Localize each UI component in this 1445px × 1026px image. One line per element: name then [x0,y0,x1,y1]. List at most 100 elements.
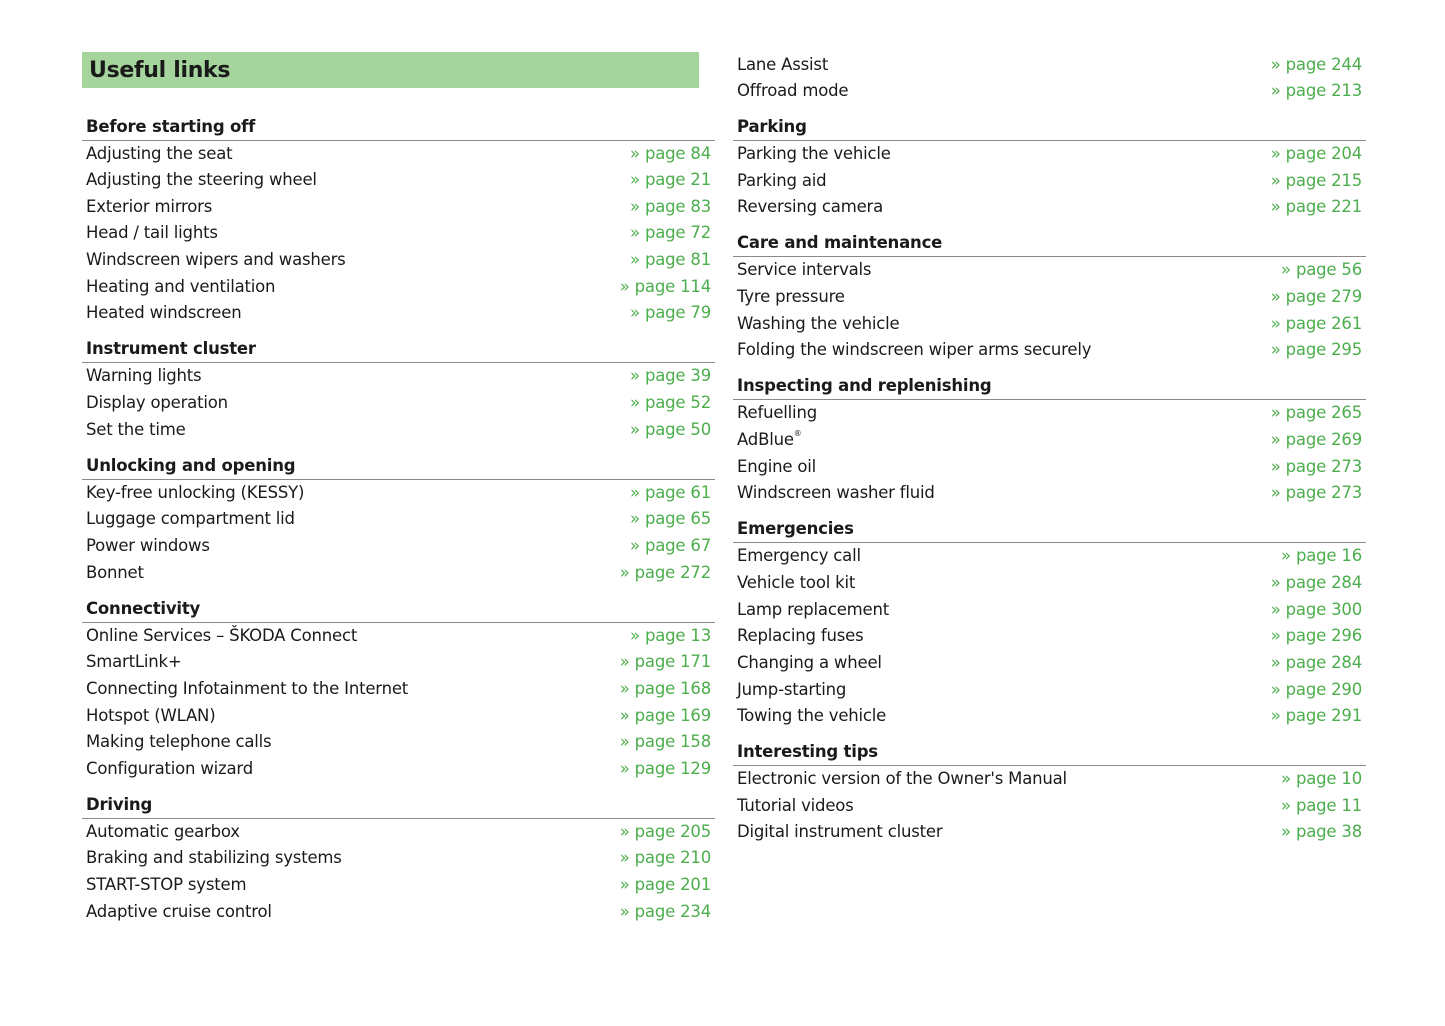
item-label-wrap: Digital instrument cluster [737,819,943,846]
page-link[interactable]: » page 21 [630,170,711,190]
page-link[interactable]: » page 291 [1270,706,1362,726]
page-link[interactable]: » page 265 [1270,403,1362,423]
page-link[interactable]: » page 84 [630,143,711,163]
page-link[interactable]: » page 273 [1270,456,1362,476]
left-column: Before starting off Adjusting the seat » p… [82,114,715,935]
page-link[interactable]: » page 129 [619,758,711,778]
page-link[interactable]: » page 296 [1270,626,1362,646]
page-link[interactable]: » page 67 [630,535,711,555]
page-link[interactable]: » page 279 [1270,287,1362,307]
page-link[interactable]: » page 300 [1270,599,1362,619]
item-label-wrap: Windscreen wipers and washers [86,247,346,274]
list-item: Parking aid » page 215 [733,168,1366,195]
item-label-wrap: Tyre pressure [737,284,845,311]
page-link[interactable]: » page 79 [630,303,711,323]
list-item: Key-free unlocking (KESSY) » page 61 [82,480,715,507]
page-link[interactable]: » page 215 [1270,170,1362,190]
page-link[interactable]: » page 61 [630,482,711,502]
item-label: Changing a wheel [737,652,882,672]
list-item: Heating and ventilation » page 114 [82,274,715,301]
page-link[interactable]: » page 273 [1270,483,1362,503]
page-link[interactable]: » page 221 [1270,197,1362,217]
item-label: Power windows [86,535,210,555]
item-label-wrap: Replacing fuses [737,623,864,650]
list-item: Digital instrument cluster » page 38 [733,819,1366,846]
page-link[interactable]: » page 234 [619,901,711,921]
section: Instrument cluster Warning lights » page 3… [82,336,715,443]
list-item: Changing a wheel » page 284 [733,650,1366,677]
page-link[interactable]: » page 11 [1281,795,1362,815]
page-link[interactable]: » page 13 [630,625,711,645]
page-link[interactable]: » page 81 [630,250,711,270]
page-link[interactable]: » page 16 [1281,546,1362,566]
item-label: Reversing camera [737,197,884,217]
section: Care and maintenance Service intervals » p… [733,230,1366,364]
page-link[interactable]: » page 169 [619,705,711,725]
list-item: AdBlue® » page 269 [733,427,1366,454]
page-link[interactable]: » page 38 [1281,822,1362,842]
page-link[interactable]: » page 261 [1270,313,1362,333]
item-label: Windscreen wipers and washers [86,250,346,270]
page-link[interactable]: » page 205 [619,821,711,841]
page-link[interactable]: » page 204 [1270,144,1362,164]
item-label-wrap: Exterior mirrors [86,194,212,221]
list-item: Exterior mirrors » page 83 [82,194,715,221]
list-item: Head / tail lights » page 72 [82,220,715,247]
page-link[interactable]: » page 290 [1270,679,1362,699]
item-label-wrap: Emergency call [737,543,861,570]
item-label: Parking aid [737,170,827,190]
section-heading: Inspecting and replenishing [733,373,1366,401]
page-link[interactable]: » page 295 [1270,340,1362,360]
list-item: Configuration wizard » page 129 [82,756,715,783]
registered-mark: ® [793,428,802,438]
item-label-wrap: Electronic version of the Owner's Manual [737,766,1067,793]
page-link[interactable]: » page 50 [630,419,711,439]
page-link[interactable]: » page 168 [619,678,711,698]
list-item: Adjusting the seat » page 84 [82,141,715,168]
item-label: START-STOP system [86,875,247,895]
item-label: Head / tail lights [86,223,218,243]
list-item: Vehicle tool kit » page 284 [733,570,1366,597]
list-item: Online Services – ŠKODA Connect » page 13 [82,623,715,650]
item-label: Connecting Infotainment to the Internet [86,678,409,698]
page-link[interactable]: » page 272 [619,562,711,582]
page-link[interactable]: » page 65 [630,509,711,529]
page-link[interactable]: » page 213 [1270,81,1362,101]
item-label-wrap: Service intervals [737,257,872,284]
item-label: Jump-starting [737,679,847,699]
item-label-wrap: Head / tail lights [86,220,218,247]
page-link[interactable]: » page 10 [1281,769,1362,789]
item-label-wrap: Power windows [86,533,210,560]
item-label-wrap: Adjusting the steering wheel [86,167,317,194]
page-link[interactable]: » page 52 [630,393,711,413]
page-link[interactable]: » page 171 [619,652,711,672]
page-link[interactable]: » page 114 [619,276,711,296]
list-item: Towing the vehicle » page 291 [733,703,1366,730]
page-link[interactable]: » page 72 [630,223,711,243]
page-title: Useful links [89,58,231,83]
list-item: Bonnet » page 272 [82,560,715,587]
page-link[interactable]: » page 210 [619,848,711,868]
item-label: Bonnet [86,562,144,582]
page-link[interactable]: » page 244 [1270,54,1362,74]
page-link[interactable]: » page 39 [630,366,711,386]
page-link[interactable]: » page 284 [1270,572,1362,592]
item-label-wrap: Heated windscreen [86,300,242,327]
list-item: Engine oil » page 273 [733,454,1366,481]
item-label: Refuelling [737,403,817,423]
page-link[interactable]: » page 201 [619,875,711,895]
item-label: Heated windscreen [86,303,242,323]
page-link[interactable]: » page 158 [619,732,711,752]
item-label-wrap: Reversing camera [737,194,883,221]
page-link[interactable]: » page 56 [1281,260,1362,280]
list-item: Replacing fuses » page 296 [733,623,1366,650]
page-link[interactable]: » page 269 [1270,429,1362,449]
list-item: Refuelling » page 265 [733,400,1366,427]
page-link[interactable]: » page 83 [630,196,711,216]
item-label: SmartLink+ [86,652,182,672]
item-label-wrap: Heating and ventilation [86,274,276,301]
list-item: Lamp replacement » page 300 [733,597,1366,624]
item-label: Windscreen washer fluid [737,483,935,503]
page-link[interactable]: » page 284 [1270,652,1362,672]
item-label-wrap: Lamp replacement [737,597,889,624]
